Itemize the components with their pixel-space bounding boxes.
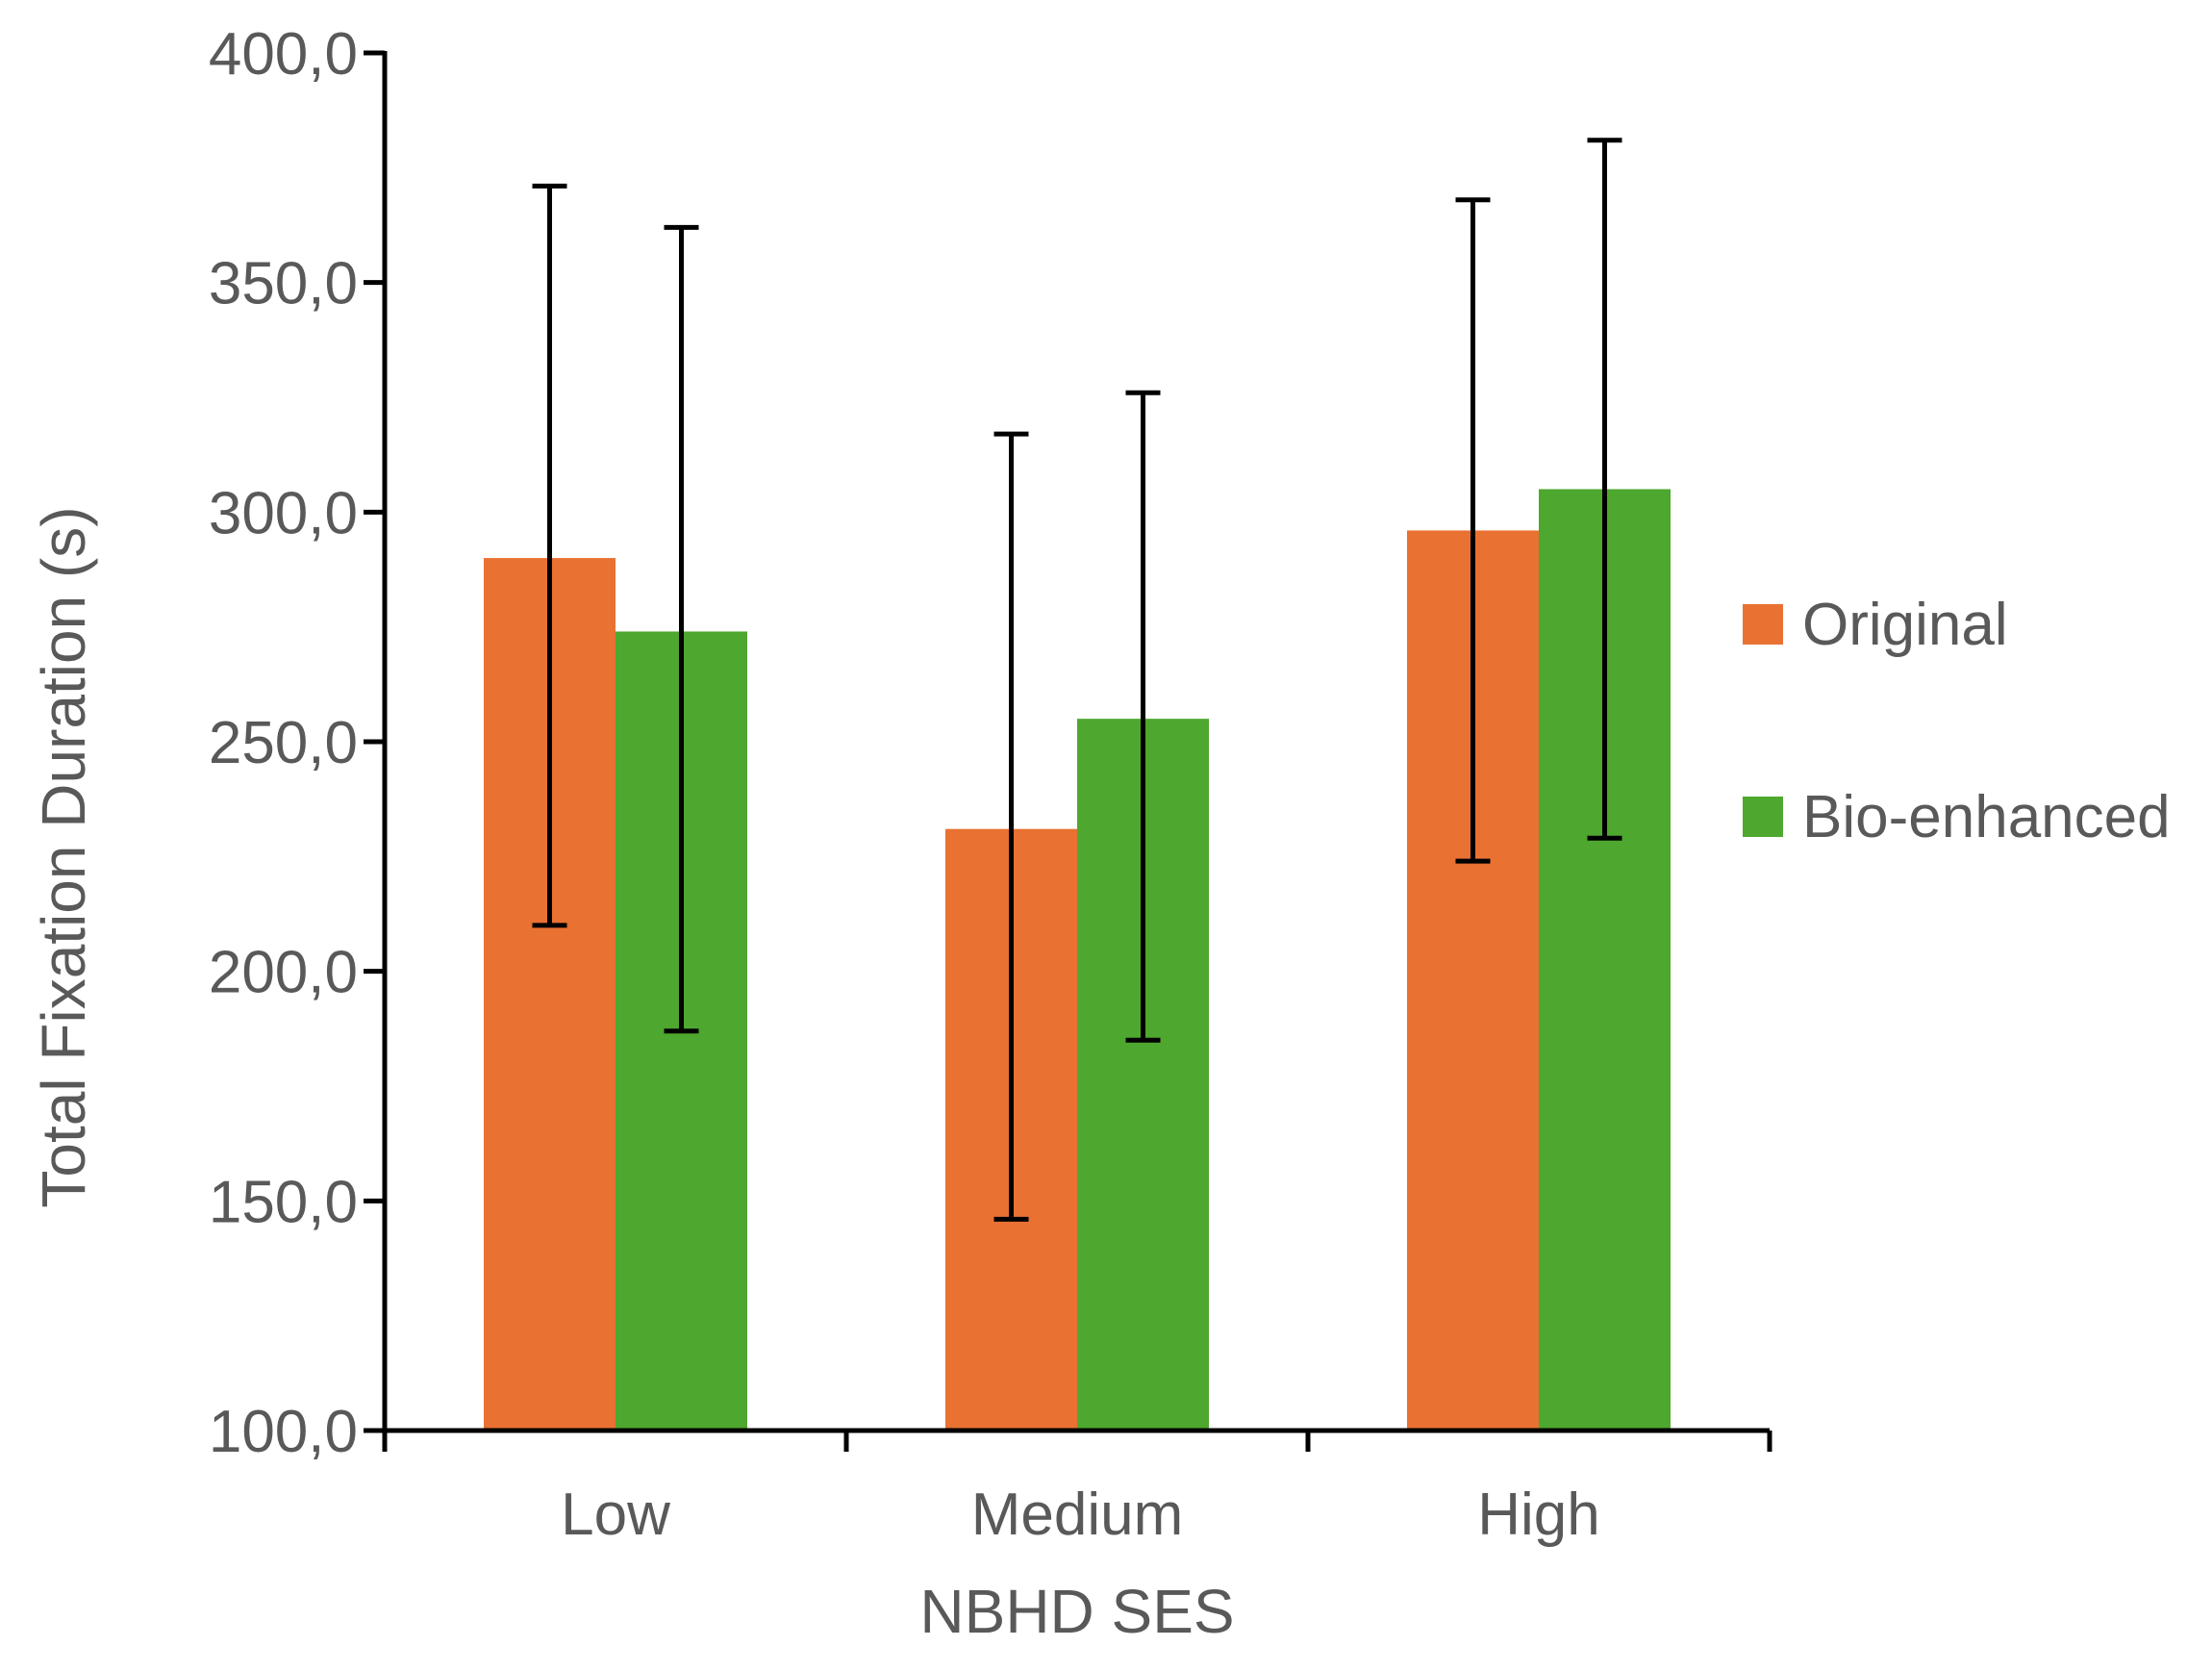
y-axis-title: Total Fixation Duration (s) [29,506,98,1207]
error-bar-bio-enhanced-high [1587,138,1622,841]
y-tick-label: 300,0 [209,480,358,546]
y-tick-label: 100,0 [209,1399,358,1465]
legend-item-original: Original [1743,592,2008,658]
x-tick-label-high: High [1477,1482,1600,1548]
error-bars-group [532,138,1622,1222]
error-bar-original-medium [993,431,1029,1222]
y-tick-label: 150,0 [209,1169,358,1235]
legend-swatch [1743,604,1783,645]
y-tick-label: 350,0 [209,251,358,317]
x-axis-title: NBHD SES [919,1577,1234,1646]
y-ticks-group: 100,0 150,0 200,0 250,0 300,0 350,0 400,0 [209,21,385,1465]
error-bar-original-high [1455,197,1491,864]
legend-label: Original [1802,592,2008,658]
error-bar-bio-enhanced-low [664,224,699,1034]
x-tick-label-low: Low [561,1482,670,1548]
error-bar-original-low [532,183,567,928]
legend-swatch [1743,797,1783,837]
legend: Original Bio-enhanced [1743,592,2171,850]
y-tick-label: 400,0 [209,21,358,88]
y-tick-label: 250,0 [209,710,358,776]
x-ticks-group: Low Medium High [382,1431,1772,1548]
y-tick-label: 200,0 [209,940,358,1006]
x-tick-label-medium: Medium [971,1482,1184,1548]
error-bar-bio-enhanced-medium [1125,390,1161,1043]
legend-item-bio-enhanced: Bio-enhanced [1743,784,2171,850]
bars-group [484,489,1671,1431]
legend-label: Bio-enhanced [1802,784,2171,850]
